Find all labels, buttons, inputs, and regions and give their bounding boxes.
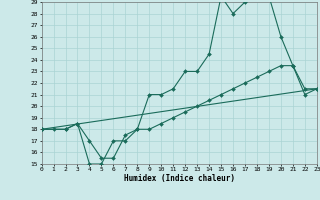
X-axis label: Humidex (Indice chaleur): Humidex (Indice chaleur) (124, 174, 235, 183)
